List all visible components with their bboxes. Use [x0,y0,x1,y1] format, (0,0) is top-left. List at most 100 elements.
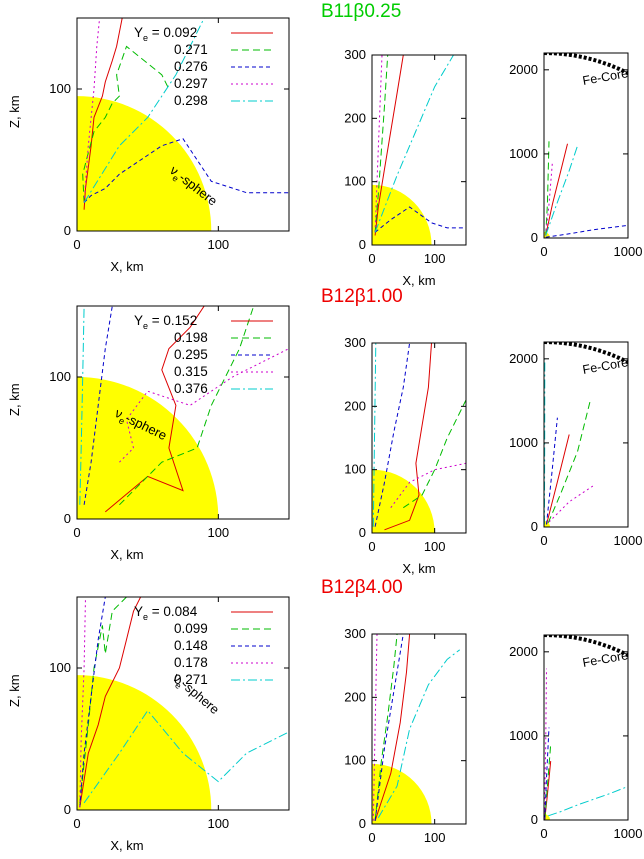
nue-sphere-region [77,96,212,231]
x-tick-label: 0 [540,533,547,548]
plot-area [544,53,628,238]
plot-frame [76,17,290,232]
ye-equals: = 0.092 [148,25,197,40]
trajectory-line-4 [544,668,547,820]
trajectory-line-4 [548,484,595,523]
y-tick-label: 1000 [509,435,538,450]
x-tick-label: 1000 [614,533,643,548]
plot-area [77,597,289,810]
trajectory-line-3 [83,138,289,203]
ye-symbol: Y [134,604,143,619]
trajectory-line-3 [374,634,404,821]
nue-sphere-sub: e [170,173,180,184]
plot-area [372,634,461,824]
trajectory-line-3 [374,343,411,527]
y-tick-label: 0 [64,511,71,526]
x-tick-label: 100 [424,251,446,266]
legend-label: 0.376 [174,381,208,396]
x-tick-label: 1000 [614,244,643,259]
legend-label: Ye = 0.084 [134,604,198,622]
y-tick-label: 300 [344,626,366,641]
x-tick-label: 0 [540,244,547,259]
trajectory-line-1 [83,18,123,210]
y-tick-label: 300 [344,47,366,62]
legend-label: 0.271 [174,672,208,687]
x-axis-label: X, km [110,259,143,274]
trajectory-line-3 [374,206,466,233]
y-tick-label: 100 [344,753,366,768]
x-tick-label: 0 [73,525,80,540]
trajectory-line-1 [384,343,432,531]
y-tick-label: 0 [64,802,71,817]
ye-symbol: Y [134,25,143,40]
trajectory-line-3 [545,224,628,238]
panel-2-wide: 0 1000 0 1000 2000 Fe-Core [509,341,643,548]
plot-frame [371,342,467,534]
panel-1-wide: 0 1000 0 1000 2000 Fe-Core [509,52,643,259]
legend-label: 0.297 [174,76,208,91]
trajectory-line-5 [548,785,628,817]
plot-area [544,635,628,820]
y-tick-label: 1000 [509,728,538,743]
panel-title-3: B12β4.00 [321,577,403,598]
trajectory-line-5 [79,306,85,505]
y-tick-label: 200 [344,110,366,125]
y-tick-label: 100 [49,660,71,675]
trajectory-line-4 [372,634,378,821]
x-tick-label: 0 [73,237,80,252]
legend-label: 0.295 [174,347,208,362]
y-tick-label: 0 [531,230,538,245]
panel-1-mid: 0 100 0 100 200 300 X, km [344,47,467,288]
trajectory-line-3 [79,597,106,808]
y-tick-label: 100 [49,369,71,384]
x-tick-label: 0 [73,816,80,831]
y-axis-label: Z, km [7,383,22,416]
panel-2-mid: 0 100 0 100 200 300 X, km [344,335,467,576]
y-tick-label: 100 [49,81,71,96]
trajectory-line-4 [83,18,101,203]
x-tick-label: 1000 [614,826,643,841]
legend-label: 0.298 [174,93,208,108]
legend-label: 0.271 [174,42,208,57]
plot-frame [371,54,467,246]
x-tick-label: 100 [424,539,446,554]
fe-core-label: Fe-Core [582,648,630,670]
trajectory-line-2 [374,634,398,821]
y-tick-label: 100 [344,462,366,477]
trajectory-line-2 [403,399,466,509]
trajectory-line-1 [545,143,568,236]
panel-3-mid: 0 100 0 100 200 300 [344,626,467,845]
trajectory-line-5 [83,18,205,203]
trajectory-line-4 [374,55,383,233]
plot-frame [371,633,467,825]
trajectory-line-3 [546,417,558,525]
panel-title-1: B11β0.25 [321,1,401,22]
nue-sphere-sub: e [117,415,126,426]
y-tick-label: 0 [359,237,366,252]
y-tick-label: 2000 [509,644,538,659]
ye-equals: = 0.084 [148,604,198,619]
y-tick-label: 0 [359,525,366,540]
plot-area [77,306,289,519]
ye-equals: = 0.152 [148,313,197,328]
legend-label: 0.148 [174,638,208,653]
trajectory-line-5 [374,55,454,233]
x-axis-label: X, km [110,838,143,853]
ye-symbol: Y [134,313,143,328]
nue-sphere-region [372,184,432,245]
trajectory-line-1 [374,55,404,236]
x-tick-label: 0 [540,826,547,841]
legend-label: Ye = 0.092 [134,25,197,43]
fe-core-label: Fe-Core [582,66,630,88]
legend-label: 0.198 [174,330,208,345]
plot-frame [76,305,290,520]
trajectory-line-5 [377,649,461,818]
trajectory-line-1 [544,761,552,820]
y-tick-label: 200 [344,398,366,413]
ye-subscript: e [143,33,148,43]
plot-frame [543,341,629,528]
